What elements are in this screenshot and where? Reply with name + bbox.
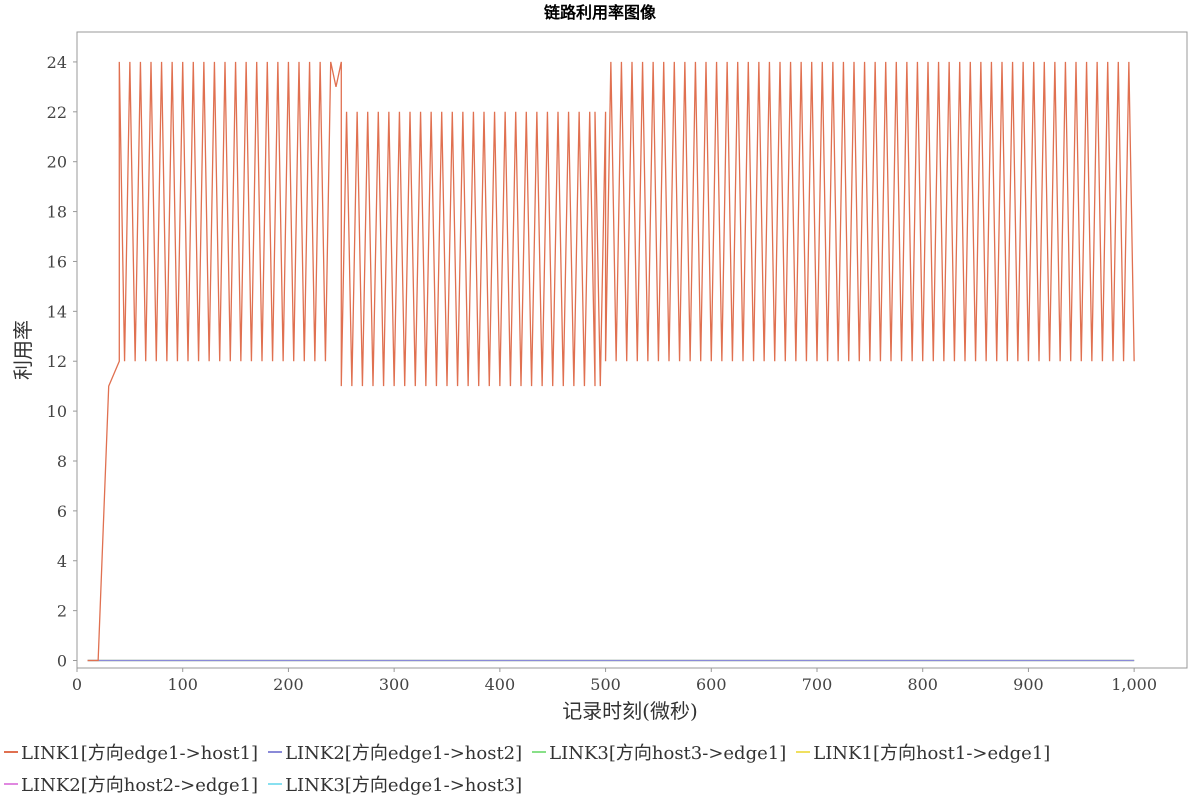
x-tick-label: 300 xyxy=(379,675,410,694)
y-tick-label: 6 xyxy=(57,502,67,521)
legend-swatch xyxy=(4,751,18,753)
legend-swatch xyxy=(4,783,18,785)
y-tick-label: 24 xyxy=(47,53,67,72)
legend: LINK1[方向edge1->host1] LINK2[方向edge1->hos… xyxy=(4,736,1194,800)
y-tick-label: 22 xyxy=(47,103,67,122)
legend-label: LINK1[方向host1->edge1] xyxy=(813,743,1051,764)
legend-item-link2-host2-edge1[interactable]: LINK2[方向host2->edge1] xyxy=(4,771,258,797)
y-tick-label: 20 xyxy=(47,153,67,172)
legend-swatch xyxy=(796,751,811,753)
chart-title: 链路利用率图像 xyxy=(544,3,657,22)
y-tick-label: 4 xyxy=(57,552,67,571)
series-line-1 xyxy=(87,61,1135,662)
y-tick-label: 16 xyxy=(47,252,67,271)
legend-row: LINK1[方向edge1->host1] LINK2[方向edge1->hos… xyxy=(4,736,1194,768)
series-lines xyxy=(87,61,1135,662)
legend-row: LINK2[方向host2->edge1] LINK3[方向edge1->hos… xyxy=(4,768,1194,800)
legend-item-link1-edge1-host1[interactable]: LINK1[方向edge1->host1] xyxy=(4,739,258,765)
y-axis-label: 利用率 xyxy=(11,320,35,380)
x-tick-label: 500 xyxy=(590,675,621,694)
legend-label: LINK1[方向edge1->host1] xyxy=(21,743,259,764)
legend-item-link2-edge1-host2[interactable]: LINK2[方向edge1->host2] xyxy=(268,739,522,765)
x-tick-label: 700 xyxy=(802,675,833,694)
legend-swatch xyxy=(532,751,547,753)
legend-item-link3-host3-edge1[interactable]: LINK3[方向host3->edge1] xyxy=(532,739,786,765)
x-tick-label: 0 xyxy=(72,675,82,694)
x-tick-label: 200 xyxy=(273,675,304,694)
legend-label: LINK3[方向host3->edge1] xyxy=(549,743,787,764)
plot-area xyxy=(76,31,1188,669)
x-axis: 0 100 200 300 400 500 600 700 800 900 1,000 xyxy=(72,668,1157,694)
legend-item-link3-edge1-host3[interactable]: LINK3[方向edge1->host3] xyxy=(268,771,522,797)
legend-item-link1-host1-edge1[interactable]: LINK1[方向host1->edge1] xyxy=(796,739,1050,765)
y-tick-label: 10 xyxy=(47,402,67,421)
y-tick-label: 18 xyxy=(47,203,67,222)
x-axis-label: 记录时刻(微秒) xyxy=(562,699,698,723)
x-tick-label: 800 xyxy=(907,675,938,694)
legend-swatch xyxy=(268,783,283,785)
legend-label: LINK2[方向edge1->host2] xyxy=(285,743,523,764)
y-tick-label: 0 xyxy=(57,652,67,671)
y-tick-label: 2 xyxy=(57,602,67,621)
x-tick-label: 1,000 xyxy=(1111,675,1157,694)
legend-label: LINK3[方向edge1->host3] xyxy=(285,775,523,796)
y-tick-label: 8 xyxy=(57,452,67,471)
x-tick-label: 900 xyxy=(1013,675,1044,694)
legend-swatch xyxy=(268,751,283,753)
x-tick-label: 400 xyxy=(485,675,516,694)
x-tick-label: 600 xyxy=(696,675,727,694)
x-tick-label: 100 xyxy=(167,675,198,694)
legend-label: LINK2[方向host2->edge1] xyxy=(21,775,259,796)
y-tick-label: 14 xyxy=(47,302,67,321)
y-tick-label: 12 xyxy=(47,352,67,371)
